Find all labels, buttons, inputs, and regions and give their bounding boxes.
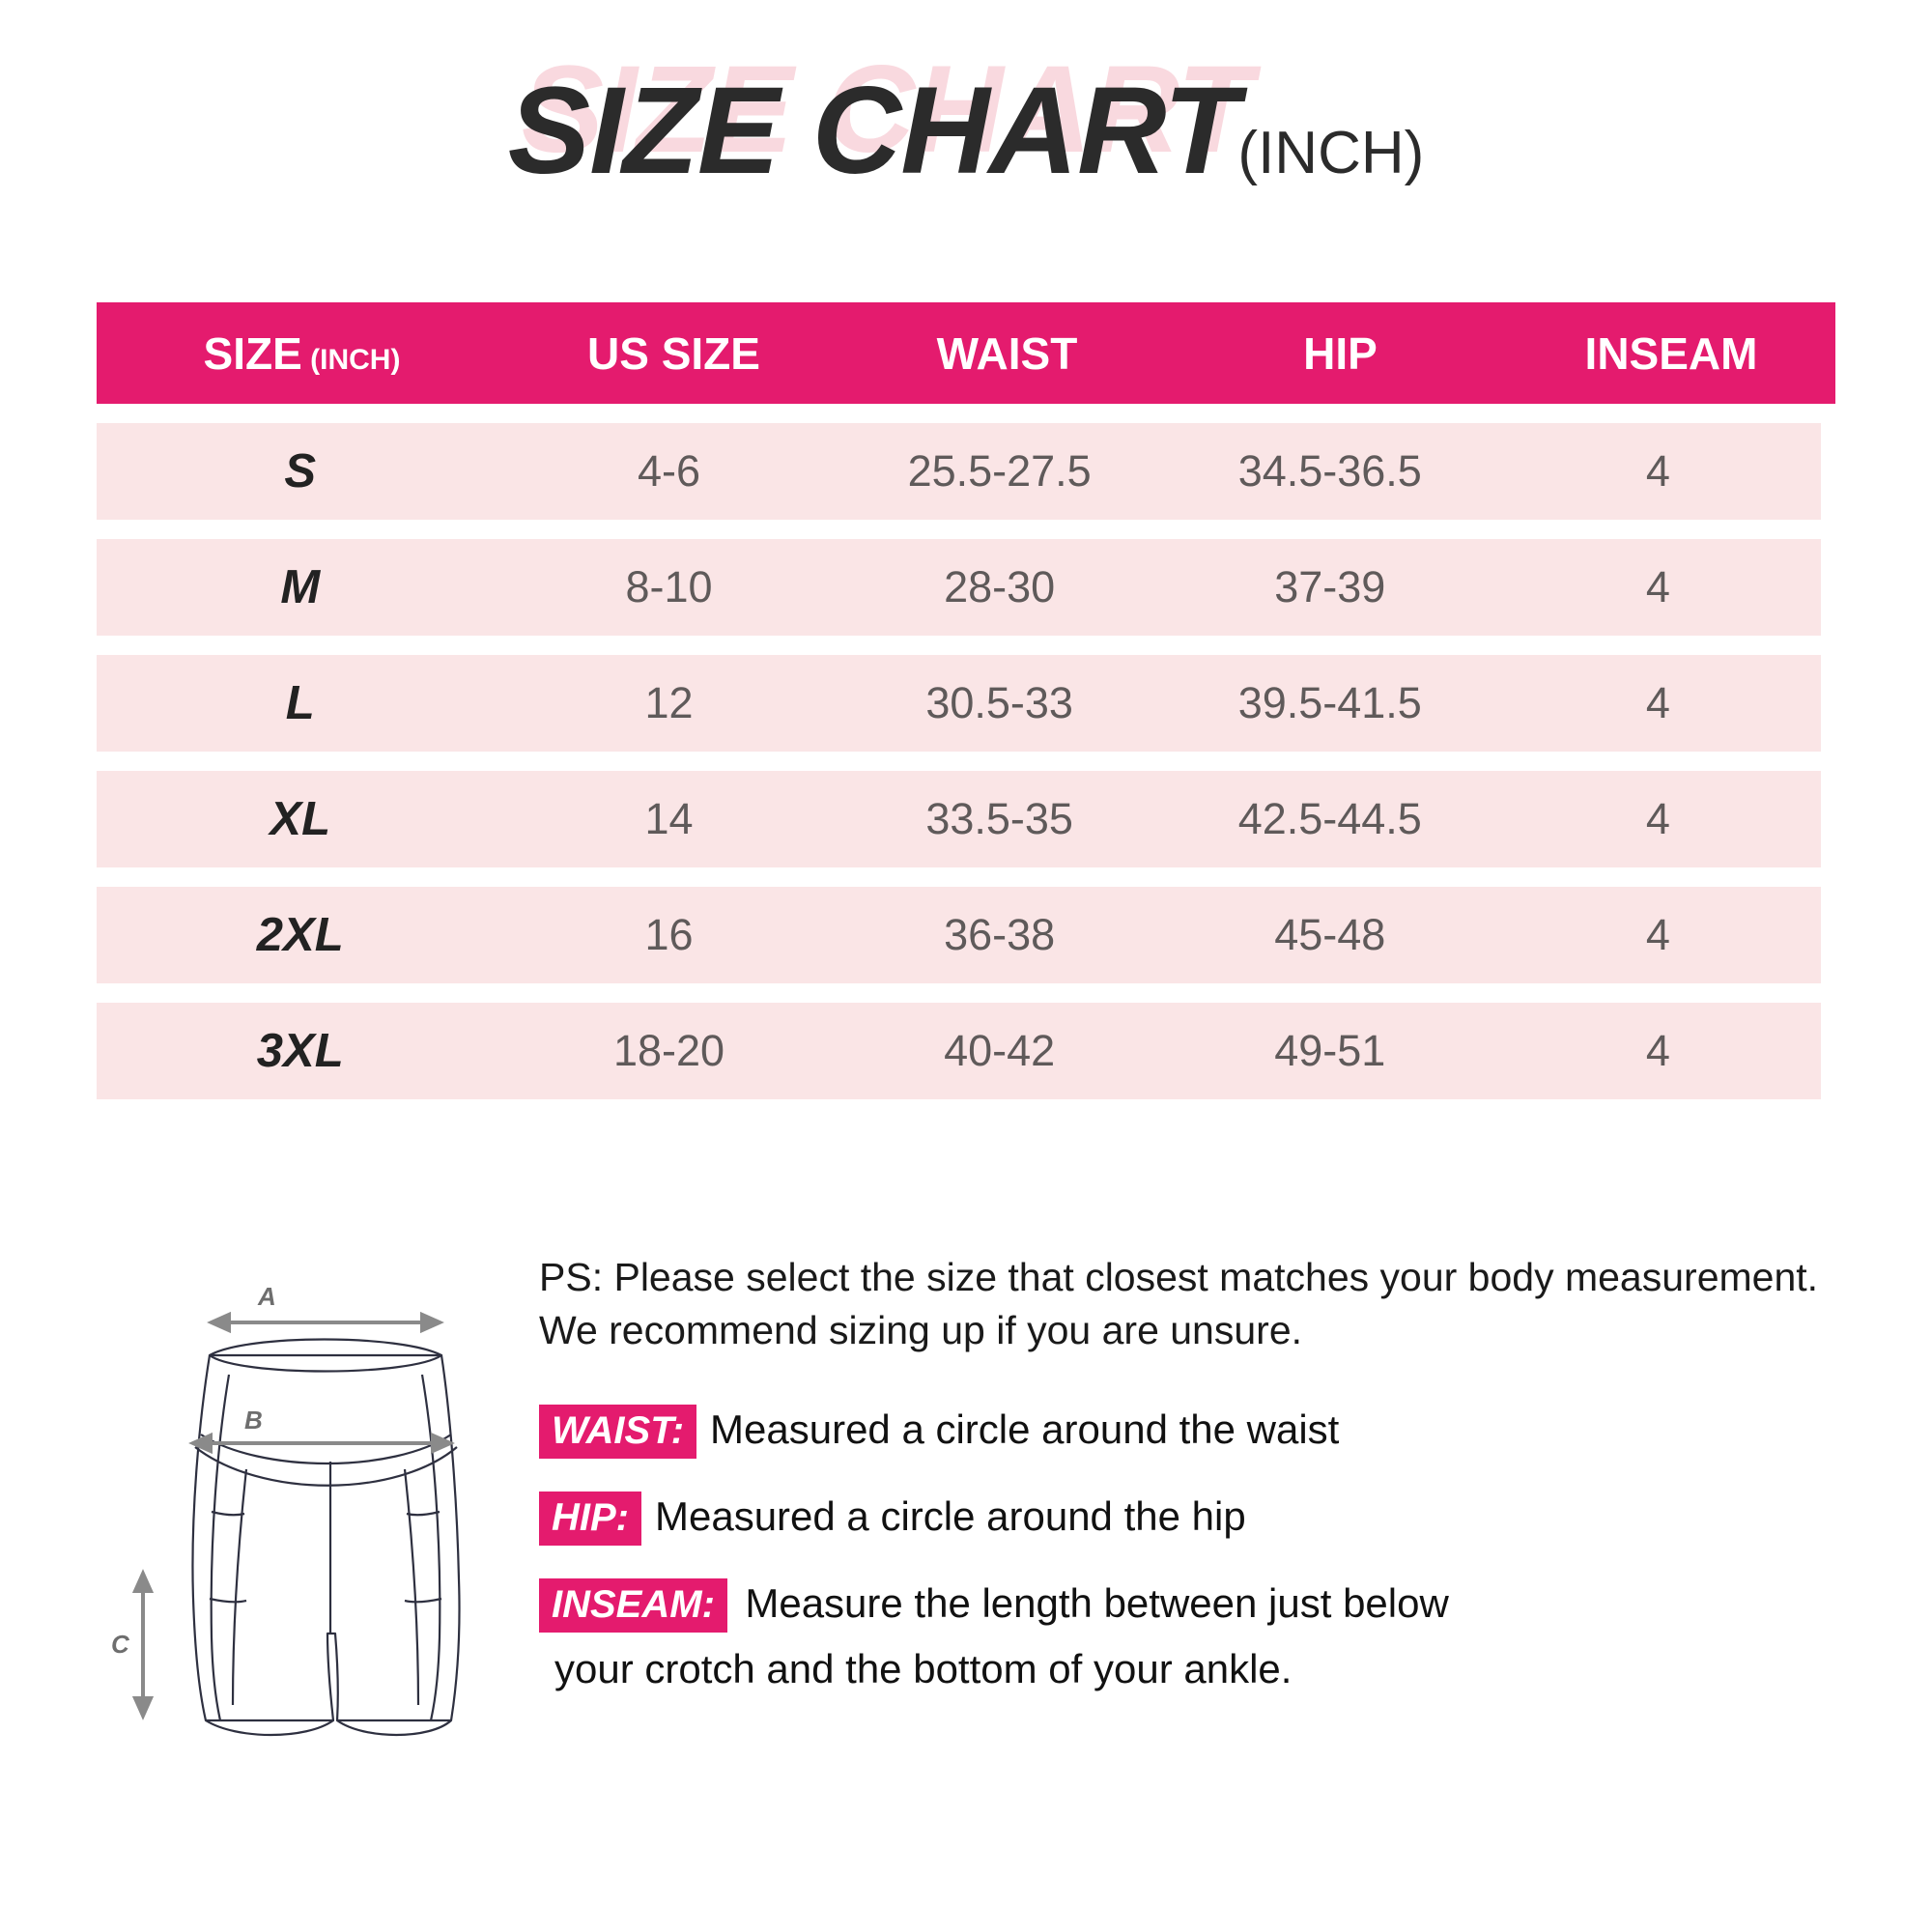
measure-label-c: C — [111, 1630, 130, 1659]
cell-waist: 28-30 — [944, 562, 1056, 611]
cell-hip: 45-48 — [1274, 910, 1386, 959]
ps-note-line-1: PS: Please select the size that closest … — [539, 1255, 1819, 1299]
cell-us-size: 12 — [644, 678, 694, 727]
column-header-size-label: SIZE — [203, 327, 302, 379]
definition-inseam-tag: INSEAM: — [539, 1578, 727, 1634]
cell-hip: 37-39 — [1274, 562, 1386, 611]
column-header-us-size: US SIZE — [587, 327, 760, 379]
cell-waist: 40-42 — [944, 1026, 1056, 1075]
cell-inseam: 4 — [1645, 562, 1670, 611]
definition-inseam-text-continued: your crotch and the bottom of your ankle… — [554, 1646, 1293, 1692]
cell-size: M — [280, 561, 321, 613]
shorts-diagram: A B C — [92, 1251, 517, 1744]
table-row: 2XL 16 36-38 45-48 4 — [97, 887, 1821, 983]
column-header-size: SIZE (INCH) — [97, 327, 507, 380]
measure-arrow-a — [207, 1311, 444, 1334]
cell-hip: 49-51 — [1274, 1026, 1386, 1075]
ps-note-line-2: We recommend sizing up if you are unsure… — [539, 1307, 1303, 1352]
cell-us-size: 16 — [644, 910, 694, 959]
definition-hip-text: Measured a circle around the hip — [655, 1493, 1246, 1540]
column-header-size-unit: (INCH) — [301, 343, 401, 376]
title-main-text: SIZE CHART — [507, 62, 1239, 200]
page-title: SIZE CHART SIZE CHART(INCH) — [0, 41, 1932, 202]
cell-waist: 36-38 — [944, 910, 1056, 959]
cell-inseam: 4 — [1645, 1026, 1670, 1075]
table-row: XL 14 33.5-35 42.5-44.5 4 — [97, 771, 1821, 867]
definition-waist-text: Measured a circle around the waist — [710, 1406, 1340, 1453]
table-row: 3XL 18-20 40-42 49-51 4 — [97, 1003, 1821, 1099]
cell-waist: 30.5-33 — [925, 678, 1073, 727]
cell-us-size: 14 — [644, 794, 694, 843]
cell-waist: 33.5-35 — [925, 794, 1073, 843]
table-row: S 4-6 25.5-27.5 34.5-36.5 4 — [97, 423, 1821, 520]
cell-us-size: 18-20 — [612, 1026, 725, 1075]
cell-inseam: 4 — [1645, 678, 1670, 727]
cell-size: S — [284, 445, 317, 497]
cell-size: L — [285, 677, 315, 729]
measure-label-b: B — [244, 1406, 263, 1435]
column-header-waist: WAIST — [936, 327, 1078, 379]
definition-hip: HIP: Measured a circle around the hip — [539, 1490, 1891, 1547]
cell-us-size: 8-10 — [625, 562, 713, 611]
measure-label-a: A — [257, 1282, 276, 1311]
definitions-list: WAIST: Measured a circle around the wais… — [539, 1403, 1891, 1692]
cell-size: 2XL — [256, 909, 344, 961]
definition-waist-tag: WAIST: — [539, 1405, 697, 1460]
column-header-inseam: INSEAM — [1584, 327, 1758, 379]
cell-size: 3XL — [256, 1025, 344, 1077]
measure-arrow-c — [131, 1569, 155, 1720]
cell-us-size: 4-6 — [637, 446, 701, 496]
title-unit-text: (INCH) — [1237, 120, 1425, 186]
table-row: M 8-10 28-30 37-39 4 — [97, 539, 1821, 636]
shorts-diagram-svg: A B C — [111, 1282, 461, 1737]
title-stack: SIZE CHART SIZE CHART(INCH) — [507, 41, 1425, 202]
table-row: L 12 30.5-33 39.5-41.5 4 — [97, 655, 1821, 752]
definition-hip-tag: HIP: — [539, 1492, 641, 1547]
measure-arrow-b — [188, 1432, 455, 1455]
title-shadow-text: SIZE CHART — [521, 41, 1253, 179]
cell-inseam: 4 — [1645, 794, 1670, 843]
notes-section: PS: Please select the size that closest … — [539, 1251, 1891, 1723]
size-table: SIZE (INCH) US SIZE WAIST HIP INSEAM S 4… — [97, 302, 1835, 1099]
definition-inseam: INSEAM: Measure the length between just … — [539, 1577, 1891, 1692]
cell-hip: 34.5-36.5 — [1237, 446, 1422, 496]
cell-waist: 25.5-27.5 — [907, 446, 1092, 496]
definition-waist: WAIST: Measured a circle around the wais… — [539, 1403, 1891, 1460]
column-header-hip: HIP — [1303, 327, 1378, 379]
cell-hip: 39.5-41.5 — [1237, 678, 1422, 727]
cell-inseam: 4 — [1645, 446, 1670, 496]
definition-inseam-text: Measure the length between just below — [745, 1580, 1449, 1627]
ps-note: PS: Please select the size that closest … — [539, 1251, 1891, 1356]
cell-inseam: 4 — [1645, 910, 1670, 959]
cell-size: XL — [270, 793, 331, 845]
table-header-row: SIZE (INCH) US SIZE WAIST HIP INSEAM — [97, 302, 1835, 404]
cell-hip: 42.5-44.5 — [1237, 794, 1422, 843]
shorts-outline-icon — [191, 1338, 461, 1737]
